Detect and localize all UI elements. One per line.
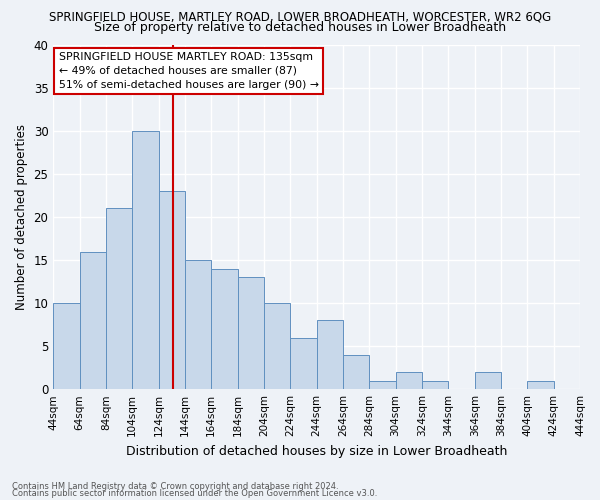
Text: Contains public sector information licensed under the Open Government Licence v3: Contains public sector information licen…: [12, 489, 377, 498]
Bar: [185, 260, 211, 389]
Bar: [395, 372, 422, 389]
Bar: [158, 192, 185, 389]
Text: Size of property relative to detached houses in Lower Broadheath: Size of property relative to detached ho…: [94, 21, 506, 34]
X-axis label: Distribution of detached houses by size in Lower Broadheath: Distribution of detached houses by size …: [126, 444, 508, 458]
Bar: [106, 208, 132, 389]
Bar: [238, 278, 264, 389]
Bar: [211, 268, 238, 389]
Bar: [475, 372, 501, 389]
Bar: [317, 320, 343, 389]
Text: SPRINGFIELD HOUSE MARTLEY ROAD: 135sqm
← 49% of detached houses are smaller (87): SPRINGFIELD HOUSE MARTLEY ROAD: 135sqm ←…: [59, 52, 319, 90]
Bar: [53, 303, 80, 389]
Text: Contains HM Land Registry data © Crown copyright and database right 2024.: Contains HM Land Registry data © Crown c…: [12, 482, 338, 491]
Bar: [343, 355, 370, 389]
Bar: [80, 252, 106, 389]
Bar: [264, 303, 290, 389]
Bar: [132, 131, 158, 389]
Bar: [290, 338, 317, 389]
Text: SPRINGFIELD HOUSE, MARTLEY ROAD, LOWER BROADHEATH, WORCESTER, WR2 6QG: SPRINGFIELD HOUSE, MARTLEY ROAD, LOWER B…: [49, 10, 551, 23]
Bar: [422, 380, 448, 389]
Bar: [527, 380, 554, 389]
Bar: [370, 380, 395, 389]
Y-axis label: Number of detached properties: Number of detached properties: [15, 124, 28, 310]
